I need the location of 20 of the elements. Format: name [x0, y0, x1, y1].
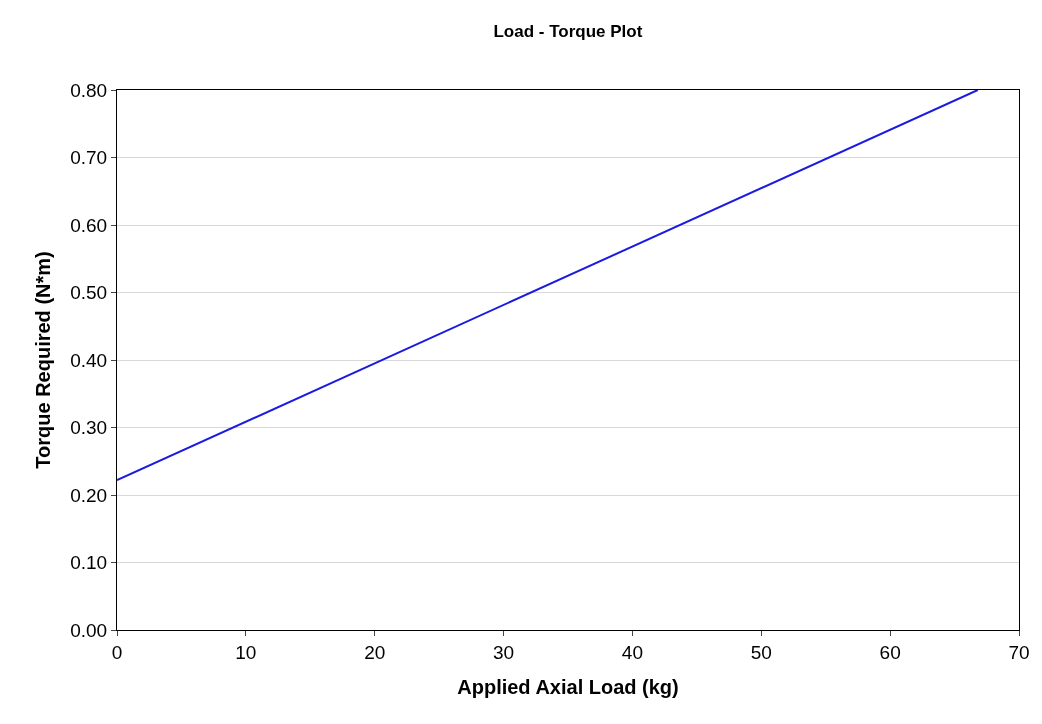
y-tick-label: 0.70 [70, 147, 108, 169]
x-axis-title: Applied Axial Load (kg) [457, 676, 679, 699]
x-tick-label: 40 [621, 641, 643, 663]
y-tick-label: 0.50 [70, 282, 108, 304]
y-tick-label: 0.80 [70, 79, 108, 101]
x-tick-label: 50 [750, 641, 772, 663]
chart-title: Load - Torque Plot [493, 22, 643, 42]
x-tick-label: 0 [111, 641, 123, 663]
y-tick-label: 0.30 [70, 417, 108, 439]
y-axis-title: Torque Required (N*m) [31, 251, 54, 469]
y-tick-label: 0.00 [70, 619, 108, 641]
y-tick-label: 0.10 [70, 552, 108, 574]
y-tick-label: 0.20 [70, 484, 108, 506]
y-tick-label: 0.40 [70, 349, 108, 371]
x-tick-label: 10 [235, 641, 257, 663]
x-tick-label: 20 [364, 641, 386, 663]
x-tick-label: 60 [879, 641, 901, 663]
y-tick-label: 0.60 [70, 214, 108, 236]
x-tick-label: 30 [493, 641, 515, 663]
x-tick-label: 70 [1008, 641, 1030, 663]
